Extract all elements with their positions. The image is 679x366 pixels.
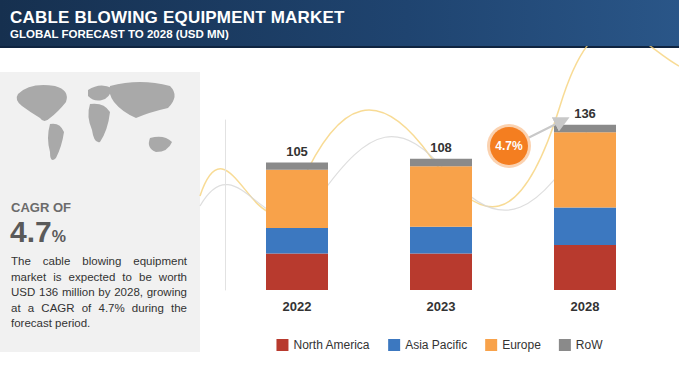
html-text:The cable blowing equipment ma: The cable blowing equipment market is ex… [11, 255, 187, 329]
html-text:4.7%: 4.7% [10, 215, 66, 248]
svg-text:RoW: RoW [576, 338, 603, 352]
svg-text:105: 105 [286, 144, 308, 159]
svg-text:2028: 2028 [571, 299, 600, 314]
html-text:CAGR OF: CAGR OF [11, 200, 71, 215]
svg-text:108: 108 [430, 140, 452, 155]
svg-text:2023: 2023 [427, 299, 456, 314]
svg-text:Asia Pacific: Asia Pacific [405, 338, 467, 352]
svg-text:Europe: Europe [502, 338, 541, 352]
html-text:CABLE BLOWING EQUIPMENT MARKET: CABLE BLOWING EQUIPMENT MARKET [10, 8, 345, 27]
svg-text:North America: North America [293, 338, 369, 352]
svg-text:136: 136 [574, 106, 596, 121]
svg-text:2022: 2022 [283, 299, 312, 314]
html-text:GLOBAL FORECAST TO 2028 (USD M: GLOBAL FORECAST TO 2028 (USD MN) [10, 28, 229, 40]
html-text:4.7%: 4.7% [495, 139, 523, 153]
